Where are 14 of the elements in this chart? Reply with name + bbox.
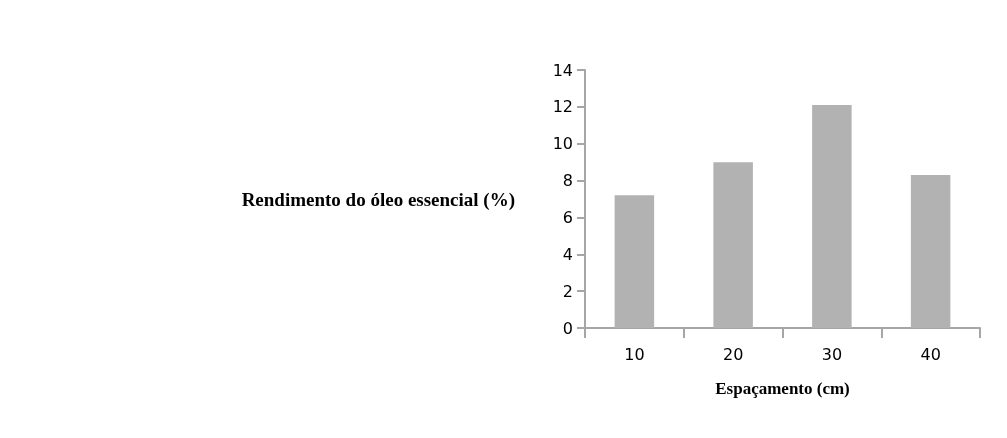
y-tick-label: 8: [562, 171, 573, 191]
y-tick-label: 0: [562, 318, 573, 338]
x-tick-label: 10: [624, 344, 645, 364]
x-tick-label: 20: [722, 344, 744, 364]
x-tick-label: 30: [821, 344, 843, 364]
x-axis-title: Espaçamento (cm): [715, 379, 850, 398]
y-tick-label: 6: [562, 207, 573, 227]
y-axis-title: Rendimento do óleo essencial (%): [241, 188, 515, 211]
y-tick-label: 12: [552, 97, 573, 117]
y-tick-label: 14: [552, 60, 573, 80]
x-tick-label: 40: [920, 344, 941, 364]
y-tick-label: 10: [552, 134, 573, 154]
y-tick-label: 2: [562, 281, 573, 301]
y-tick-label: 4: [562, 244, 573, 264]
